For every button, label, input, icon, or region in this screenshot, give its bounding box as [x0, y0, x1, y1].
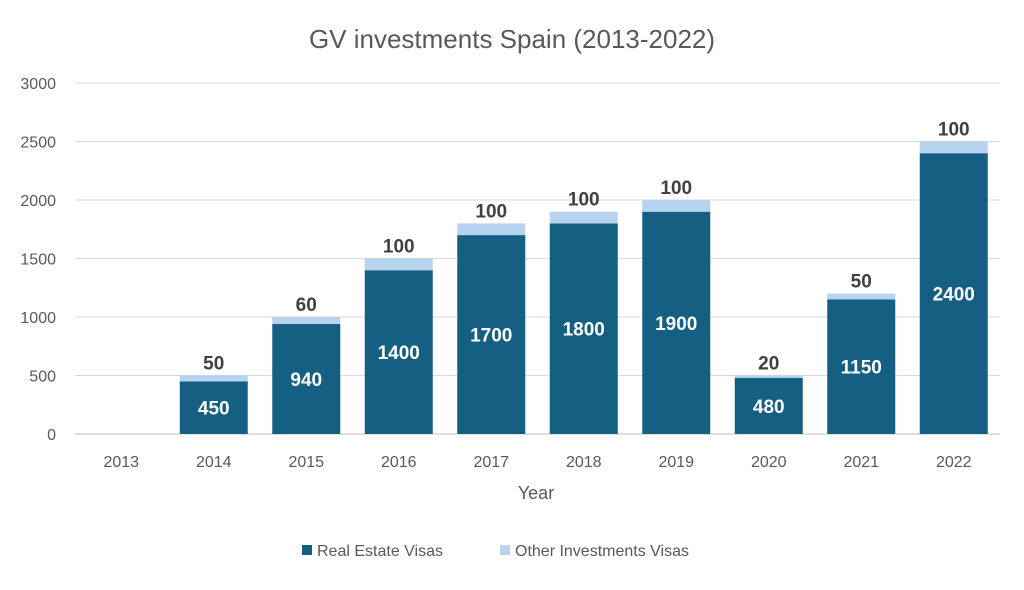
y-tick-label: 1500	[20, 252, 56, 269]
bar-real-estate-2019	[642, 211, 711, 434]
y-tick-label: 2000	[20, 193, 56, 210]
legend-swatch-other	[500, 545, 510, 555]
data-label-other: 100	[383, 237, 415, 258]
x-tick-label: 2022	[936, 454, 972, 471]
bar-other-2020	[734, 375, 803, 378]
x-tick-label: 2013	[103, 454, 139, 471]
bar-other-2016	[364, 258, 433, 271]
data-label-real-estate: 450	[198, 399, 230, 420]
x-tick-label: 2020	[751, 454, 787, 471]
x-tick-label: 2015	[288, 454, 324, 471]
data-label-other: 60	[296, 295, 317, 316]
bar-real-estate-2017	[457, 235, 526, 434]
data-label-real-estate: 1700	[470, 326, 512, 347]
data-label-real-estate: 1900	[655, 314, 697, 335]
bar-other-2022	[919, 141, 988, 154]
bar-real-estate-2021	[827, 299, 896, 434]
bar-other-2021	[827, 293, 896, 300]
data-label-real-estate: 1150	[841, 358, 882, 379]
x-tick-label: 2021	[843, 454, 879, 471]
bar-other-2019	[642, 200, 711, 212]
y-tick-label: 500	[29, 369, 56, 386]
legend-label-real-estate: Real Estate Visas	[317, 543, 443, 560]
x-tick-label: 2018	[566, 454, 602, 471]
bar-real-estate-2018	[549, 223, 618, 434]
legend-label-other: Other Investments Visas	[515, 543, 689, 560]
x-tick-label: 2019	[658, 454, 694, 471]
x-axis-label: Year	[518, 483, 554, 503]
legend: Real Estate Visas Other Investments Visa…	[302, 543, 689, 560]
data-label-other: 50	[203, 354, 224, 375]
data-label-other: 100	[568, 190, 600, 211]
bar-other-2018	[549, 211, 618, 224]
y-tick-label: 2500	[20, 135, 56, 152]
data-label-other: 100	[660, 178, 692, 199]
y-tick-label: 0	[47, 427, 56, 444]
legend-swatch-real-estate	[302, 545, 312, 555]
x-tick-label: 2016	[381, 454, 417, 471]
y-tick-label: 1000	[20, 310, 56, 327]
bar-other-2014	[179, 375, 248, 382]
data-label-other: 100	[475, 201, 507, 222]
data-label-real-estate: 1400	[378, 343, 420, 364]
bar-real-estate-2015	[272, 324, 341, 434]
x-tick-label: 2014	[196, 454, 232, 471]
data-label-other: 50	[851, 272, 872, 293]
y-tick-label: 3000	[20, 76, 56, 93]
bar-real-estate-2014	[179, 381, 248, 434]
data-label-real-estate: 940	[290, 370, 322, 391]
bar-real-estate-2016	[364, 270, 433, 434]
bar-real-estate-2022	[919, 153, 988, 434]
bar-other-2015	[272, 317, 341, 325]
bar-real-estate-2020	[734, 377, 803, 434]
data-label-real-estate: 2400	[933, 285, 975, 306]
data-label-other: 20	[758, 354, 779, 375]
data-label-real-estate: 480	[753, 397, 785, 418]
x-tick-label: 2017	[473, 454, 509, 471]
chart-title: GV investments Spain (2013-2022)	[309, 24, 715, 54]
data-label-other: 100	[938, 120, 970, 141]
bar-other-2017	[457, 223, 526, 236]
data-label-real-estate: 1800	[563, 320, 605, 341]
